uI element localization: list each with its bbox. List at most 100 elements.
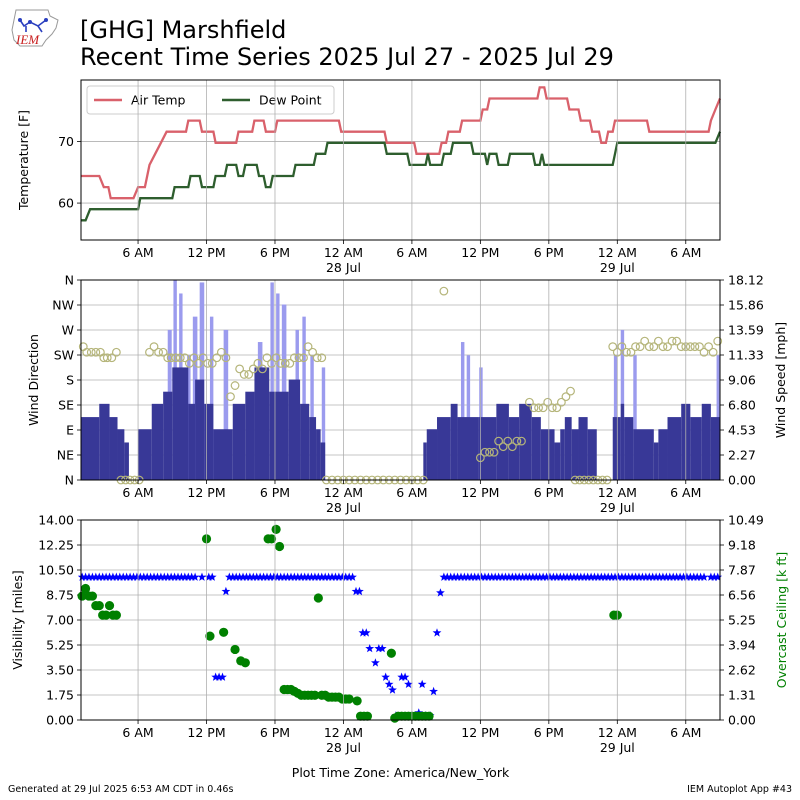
visibility-point: [310, 572, 320, 581]
wind-speed-bar: [658, 429, 668, 480]
x-tick-label: 12 AM: [598, 245, 637, 260]
wind-gust-bar: [270, 282, 274, 480]
visibility-point: [355, 586, 364, 596]
visibility-point: [607, 572, 616, 581]
visibility-points: [77, 572, 723, 720]
visibility-point: [590, 572, 599, 581]
wind-direction-point: [226, 392, 235, 402]
svg-text:IEM: IEM: [15, 32, 40, 47]
y2-tick-label: 11.33: [728, 348, 764, 363]
visibility-point: [665, 572, 675, 581]
wind-direction-point: [189, 353, 199, 363]
wind-direction-point: [498, 442, 508, 452]
wind-speed-bar: [633, 429, 654, 480]
wind-direction-point: [149, 342, 159, 352]
wind-direction-point: [171, 353, 181, 363]
x-tick-label: 6 AM: [396, 245, 427, 260]
visibility-point: [417, 679, 427, 688]
visibility-point: [453, 572, 462, 581]
visibility-point: [617, 572, 627, 581]
wind-direction-point: [552, 403, 562, 413]
wind-direction-point: [635, 342, 645, 352]
wind-direction-point: [658, 342, 668, 352]
ceiling-point: [386, 648, 396, 658]
visibility-point: [696, 572, 705, 581]
wind-direction-point: [280, 358, 290, 368]
wind-direction-point: [308, 347, 318, 357]
wind-direction-point: [248, 364, 258, 374]
y-tick-label: 12.25: [38, 538, 74, 553]
wind-speed-bar: [269, 391, 289, 480]
x-date-label: 28 Jul: [326, 260, 361, 275]
visibility-point: [477, 572, 486, 581]
visibility-point: [586, 572, 596, 581]
wind-direction-point: [145, 347, 154, 357]
wind-speed-bar: [667, 417, 682, 480]
ceiling-point: [362, 711, 373, 721]
visibility-point: [576, 572, 586, 581]
y-axis-label: Visibility [miles]: [10, 570, 25, 669]
ceiling-point: [240, 658, 250, 668]
wind-speed-bar: [163, 391, 173, 480]
wind-gust-bar: [460, 342, 465, 480]
wind-speed-bar: [172, 367, 189, 480]
visibility-point: [682, 572, 692, 581]
visibility-point: [341, 572, 351, 581]
visibility-point: [377, 644, 387, 653]
wind-direction-point: [617, 342, 627, 352]
visibility-point: [709, 572, 719, 581]
visibility-point: [245, 572, 255, 581]
wind-direction-point: [154, 347, 163, 357]
visibility-point: [307, 572, 316, 581]
visibility-point: [365, 644, 375, 653]
y2-tick-label: 6.80: [728, 398, 756, 413]
visibility-point: [432, 628, 442, 637]
visibility-point: [334, 572, 344, 581]
visibility-point: [538, 572, 548, 581]
wind-direction-point: [276, 358, 286, 368]
visibility-point: [81, 572, 90, 581]
visibility-point: [146, 572, 155, 581]
x-tick-label: 6 PM: [260, 485, 290, 500]
wind-direction-point: [512, 436, 522, 446]
y-tick-label: 7.00: [46, 613, 74, 628]
visibility-point: [484, 572, 493, 581]
wind-direction-point: [704, 342, 713, 352]
wind-bars: [81, 280, 720, 480]
wind-direction-point: [253, 358, 263, 368]
x-tick-label: 6 PM: [534, 245, 564, 260]
ceiling-point: [101, 610, 111, 620]
visibility-point: [259, 572, 268, 581]
y2-tick-label: 0.00: [728, 473, 756, 488]
visibility-point: [242, 572, 251, 581]
visibility-point: [442, 572, 452, 581]
visibility-point: [238, 572, 248, 581]
visibility-point: [279, 572, 289, 581]
visibility-point: [228, 572, 238, 581]
visibility-point: [108, 572, 118, 581]
visibility-point: [692, 572, 702, 581]
y2-tick-label: 7.87: [728, 563, 756, 578]
wind-direction-point: [216, 347, 226, 357]
y-tick-label: 0.00: [46, 713, 74, 728]
wind-speed-bar: [254, 367, 270, 480]
wind-direction-point: [489, 447, 499, 457]
visibility-point: [620, 572, 630, 581]
visibility-point: [668, 572, 678, 581]
visibility-point: [105, 572, 114, 581]
x-tick-label: 6 AM: [670, 245, 701, 260]
wind-speed-bar: [578, 417, 588, 480]
visibility-point: [293, 572, 303, 581]
wind-direction-point: [303, 342, 313, 352]
visibility-point: [314, 572, 323, 581]
visibility-point: [252, 572, 262, 581]
visibility-point: [384, 679, 394, 688]
wind-direction-point: [690, 342, 700, 352]
air-temp-line: [81, 86, 722, 200]
wind-direction-point: [317, 353, 327, 363]
visibility-point: [566, 572, 575, 581]
y2-axis-label: Wind Speed [mph]: [773, 322, 788, 438]
wind-direction-point: [82, 347, 92, 357]
wind-speed-bar: [564, 417, 572, 480]
wind-speed-bar: [540, 429, 555, 480]
